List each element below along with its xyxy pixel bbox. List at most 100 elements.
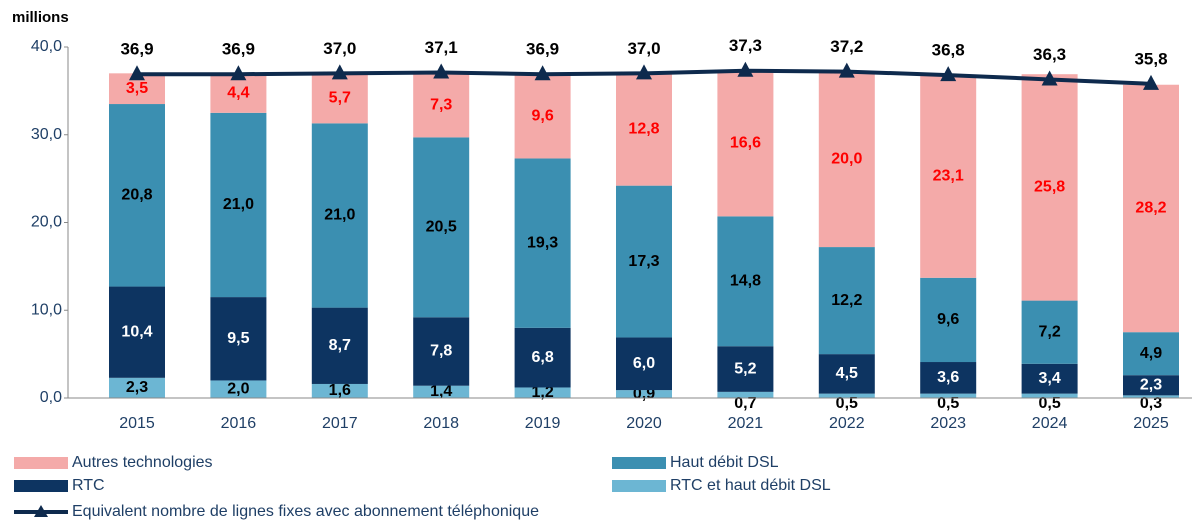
data-label: 37,0 bbox=[627, 39, 660, 58]
bar-segment bbox=[1021, 74, 1078, 301]
y-tick-label: 20,0 bbox=[31, 214, 62, 231]
bar-segment bbox=[717, 346, 774, 392]
data-label: 12,8 bbox=[628, 121, 659, 138]
bar-segment bbox=[514, 387, 571, 398]
bar-segment bbox=[616, 337, 672, 391]
data-label: 37,0 bbox=[323, 39, 356, 58]
data-label: 36,9 bbox=[120, 40, 153, 59]
bar-segment bbox=[311, 73, 368, 124]
data-label: 2,0 bbox=[227, 380, 249, 397]
bar-segment bbox=[1123, 375, 1179, 396]
data-label: 0,5 bbox=[937, 395, 959, 412]
data-label: 5,2 bbox=[734, 360, 756, 377]
bar-segment bbox=[818, 71, 875, 248]
x-tick-label: 2020 bbox=[626, 415, 662, 432]
legend-swatch bbox=[14, 457, 68, 469]
data-label: 20,5 bbox=[426, 219, 457, 236]
data-label: 0,3 bbox=[1140, 395, 1162, 412]
data-label: 6,8 bbox=[531, 349, 553, 366]
data-label: 36,8 bbox=[932, 41, 965, 60]
bar-segment bbox=[413, 385, 470, 398]
bar-segment bbox=[210, 112, 267, 298]
data-label: 1,6 bbox=[329, 382, 351, 399]
data-label: 7,8 bbox=[430, 343, 452, 360]
data-label: 7,2 bbox=[1038, 323, 1060, 340]
bar-segment bbox=[413, 317, 470, 386]
y-tick-label: 30,0 bbox=[31, 126, 62, 143]
data-label: 36,3 bbox=[1033, 45, 1066, 64]
data-label: 1,4 bbox=[430, 383, 452, 400]
legend-label: Haut débit DSL bbox=[670, 454, 779, 471]
bar-segment bbox=[109, 286, 165, 378]
data-label: 6,0 bbox=[633, 355, 655, 372]
bar-segment bbox=[717, 391, 774, 398]
bar-segment bbox=[616, 185, 672, 338]
legend-label: Equivalent nombre de lignes fixes avec a… bbox=[72, 503, 539, 520]
bar-segment bbox=[514, 158, 571, 328]
data-label: 21,0 bbox=[324, 207, 355, 224]
data-label: 19,3 bbox=[527, 234, 558, 251]
y-axis-label: millions bbox=[12, 9, 69, 26]
line-marker bbox=[737, 61, 754, 77]
bar-segment bbox=[109, 377, 165, 398]
y-tick-label: 10,0 bbox=[31, 301, 62, 318]
data-label: 3,5 bbox=[126, 80, 148, 97]
line-marker bbox=[331, 64, 348, 80]
data-label: 20,0 bbox=[831, 151, 862, 168]
data-label: 10,4 bbox=[121, 323, 152, 340]
legend-label: RTC et haut débit DSL bbox=[670, 477, 831, 494]
data-label: 0,7 bbox=[734, 395, 756, 412]
bar-segment bbox=[1021, 300, 1078, 364]
y-tick-label: 40,0 bbox=[31, 38, 62, 55]
x-tick-label: 2018 bbox=[423, 415, 459, 432]
data-label: 36,9 bbox=[526, 40, 559, 59]
bar-segment bbox=[920, 277, 977, 363]
bar-segment bbox=[210, 380, 267, 398]
data-label: 8,7 bbox=[329, 337, 351, 354]
data-label: 37,2 bbox=[830, 37, 863, 56]
legend-label: Autres technologies bbox=[72, 454, 213, 471]
data-label: 3,6 bbox=[937, 369, 959, 386]
data-label: 17,3 bbox=[628, 253, 659, 270]
line-marker bbox=[433, 63, 450, 79]
bar-segment bbox=[920, 362, 977, 394]
bar-segment bbox=[311, 383, 368, 398]
bar-segment bbox=[920, 393, 977, 398]
data-label: 4,9 bbox=[1140, 345, 1162, 362]
line-marker bbox=[940, 66, 957, 82]
x-tick-label: 2019 bbox=[525, 415, 561, 432]
bar-segment bbox=[413, 73, 470, 138]
legend-swatch bbox=[34, 505, 48, 517]
legend-swatch bbox=[14, 480, 68, 492]
bar-segment bbox=[616, 390, 672, 398]
data-label: 16,6 bbox=[730, 135, 761, 152]
data-label: 36,9 bbox=[222, 40, 255, 59]
data-label: 20,8 bbox=[121, 187, 152, 204]
legend-swatch bbox=[612, 480, 666, 492]
data-label: 9,6 bbox=[937, 311, 959, 328]
data-label: 9,6 bbox=[531, 108, 553, 125]
legend-label: RTC bbox=[72, 477, 105, 494]
line-marker bbox=[1041, 70, 1058, 86]
data-label: 12,2 bbox=[831, 292, 862, 309]
data-label: 14,8 bbox=[730, 273, 761, 290]
legend-swatch bbox=[612, 457, 666, 469]
data-label: 9,5 bbox=[227, 330, 249, 347]
data-label: 3,4 bbox=[1038, 370, 1060, 387]
x-tick-label: 2015 bbox=[119, 415, 155, 432]
bar-segment bbox=[1123, 332, 1179, 376]
x-tick-label: 2021 bbox=[728, 415, 764, 432]
line-marker bbox=[1143, 74, 1159, 90]
bar-segment bbox=[1123, 395, 1179, 398]
bar-segment bbox=[514, 74, 571, 159]
data-label: 2,3 bbox=[126, 379, 148, 396]
x-tick-label: 2016 bbox=[221, 415, 257, 432]
data-label: 23,1 bbox=[933, 168, 964, 185]
line-marker bbox=[230, 65, 247, 81]
x-tick-label: 2025 bbox=[1133, 415, 1169, 432]
data-label: 0,5 bbox=[836, 395, 858, 412]
data-label: 28,2 bbox=[1135, 200, 1166, 217]
data-label: 21,0 bbox=[223, 196, 254, 213]
x-tick-label: 2024 bbox=[1032, 415, 1068, 432]
